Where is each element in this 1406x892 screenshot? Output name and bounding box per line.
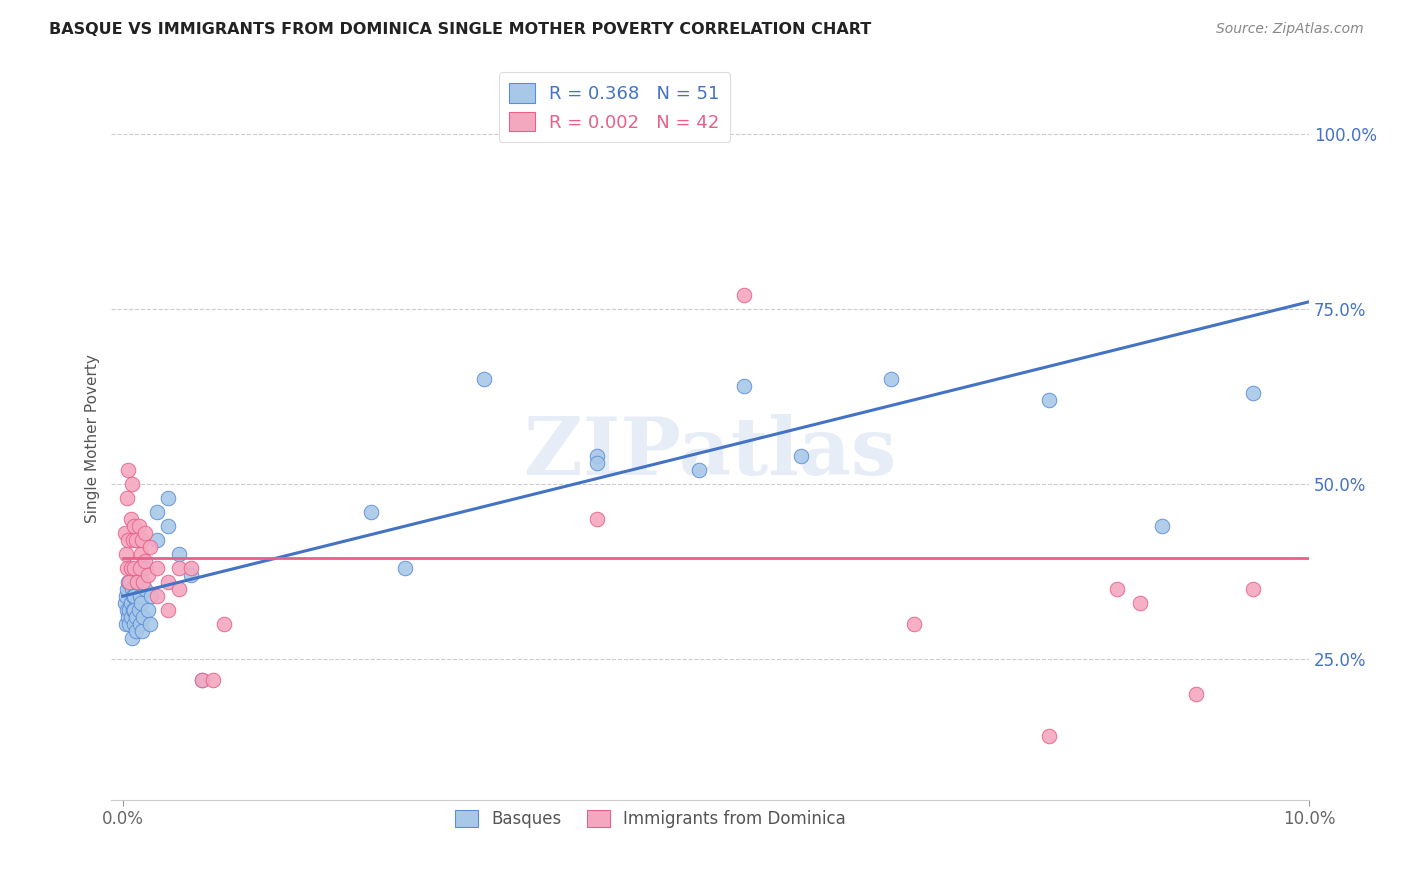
Text: Source: ZipAtlas.com: Source: ZipAtlas.com: [1216, 22, 1364, 37]
Point: [117, 575, 139, 590]
Point: [134, 526, 156, 541]
Point: [125, 624, 148, 639]
Point: [114, 526, 136, 541]
Point: [127, 575, 149, 590]
Point: [1152, 519, 1174, 533]
Point: [134, 582, 156, 597]
Point: [122, 561, 145, 575]
Point: [115, 589, 138, 603]
Point: [156, 491, 179, 505]
Point: [117, 463, 139, 477]
Y-axis label: Single Mother Poverty: Single Mother Poverty: [86, 354, 100, 523]
Point: [122, 603, 145, 617]
Point: [1038, 392, 1060, 407]
Point: [122, 589, 145, 603]
Point: [202, 673, 225, 688]
Point: [127, 575, 149, 590]
Point: [120, 610, 142, 624]
Point: [117, 533, 139, 548]
Point: [586, 456, 609, 470]
Point: [903, 617, 925, 632]
Point: [1185, 687, 1208, 701]
Point: [586, 512, 609, 526]
Point: [179, 561, 201, 575]
Point: [167, 547, 190, 561]
Point: [586, 449, 609, 463]
Point: [122, 533, 145, 548]
Legend: Basques, Immigrants from Dominica: Basques, Immigrants from Dominica: [449, 803, 852, 835]
Point: [136, 603, 159, 617]
Point: [122, 617, 145, 632]
Point: [114, 596, 136, 610]
Point: [129, 596, 152, 610]
Point: [122, 589, 145, 603]
Point: [132, 575, 155, 590]
Point: [472, 372, 495, 386]
Point: [131, 533, 153, 548]
Point: [115, 561, 138, 575]
Point: [128, 617, 150, 632]
Point: [191, 673, 214, 688]
Point: [129, 547, 152, 561]
Point: [115, 582, 138, 597]
Point: [115, 547, 138, 561]
Point: [120, 561, 142, 575]
Point: [789, 449, 811, 463]
Point: [191, 673, 214, 688]
Text: BASQUE VS IMMIGRANTS FROM DOMINICA SINGLE MOTHER POVERTY CORRELATION CHART: BASQUE VS IMMIGRANTS FROM DOMINICA SINGL…: [49, 22, 872, 37]
Point: [120, 596, 142, 610]
Point: [880, 372, 903, 386]
Point: [117, 610, 139, 624]
Point: [134, 561, 156, 575]
Point: [121, 632, 143, 646]
Point: [122, 603, 145, 617]
Point: [121, 477, 143, 491]
Point: [145, 561, 167, 575]
Text: ZIPatlas: ZIPatlas: [524, 414, 897, 491]
Point: [125, 610, 148, 624]
Point: [139, 617, 162, 632]
Point: [134, 554, 156, 568]
Point: [118, 575, 141, 590]
Point: [1129, 596, 1152, 610]
Point: [214, 617, 236, 632]
Point: [167, 582, 190, 597]
Point: [128, 561, 150, 575]
Point: [132, 610, 155, 624]
Point: [122, 519, 145, 533]
Point: [131, 624, 153, 639]
Point: [120, 512, 142, 526]
Point: [118, 603, 141, 617]
Point: [688, 463, 710, 477]
Point: [118, 617, 141, 632]
Point: [136, 568, 159, 582]
Point: [179, 568, 201, 582]
Point: [156, 603, 179, 617]
Point: [128, 519, 150, 533]
Point: [1241, 385, 1264, 400]
Point: [360, 505, 382, 519]
Point: [1105, 582, 1128, 597]
Point: [139, 589, 162, 603]
Point: [145, 505, 167, 519]
Point: [156, 519, 179, 533]
Point: [167, 561, 190, 575]
Point: [125, 533, 148, 548]
Point: [733, 287, 755, 301]
Point: [121, 582, 143, 597]
Point: [156, 575, 179, 590]
Point: [1038, 730, 1060, 744]
Point: [1241, 582, 1264, 597]
Point: [145, 533, 167, 548]
Point: [115, 617, 138, 632]
Point: [145, 589, 167, 603]
Point: [128, 589, 150, 603]
Point: [139, 540, 162, 554]
Point: [733, 379, 755, 393]
Point: [128, 603, 150, 617]
Point: [115, 491, 138, 505]
Point: [394, 561, 416, 575]
Point: [115, 603, 138, 617]
